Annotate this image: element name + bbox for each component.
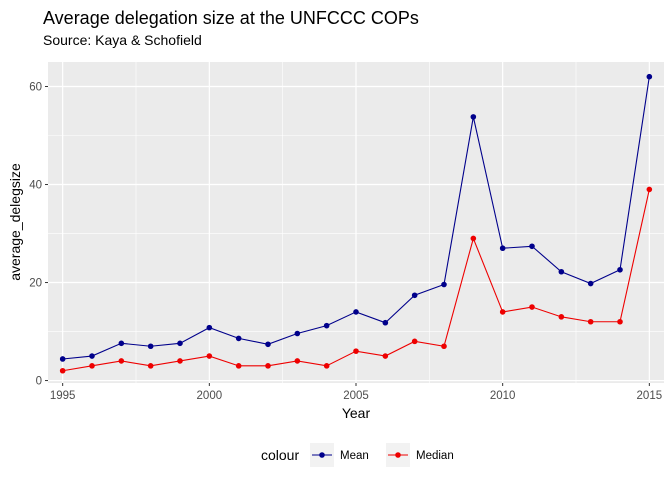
- data-point-median: [529, 304, 535, 310]
- data-point-median: [646, 186, 653, 193]
- data-point-mean: [441, 281, 447, 288]
- series-layer: [59, 73, 653, 374]
- data-point-mean: [411, 292, 418, 299]
- data-point-median: [147, 363, 154, 369]
- data-point-mean: [558, 268, 565, 275]
- x-tick-label: 2010: [490, 390, 516, 402]
- x-tick-label: 2005: [343, 390, 369, 402]
- data-point-median: [265, 363, 271, 369]
- x-tick-label: 2000: [197, 390, 223, 402]
- y-tick-label: 40: [29, 180, 42, 192]
- x-tick-label: 2015: [637, 390, 663, 402]
- data-point-median: [206, 353, 213, 359]
- data-point-median: [470, 235, 477, 242]
- y-axis-title: average_delegsize: [7, 163, 23, 281]
- data-point-median: [59, 367, 66, 374]
- data-point-median: [411, 338, 418, 345]
- data-point-mean: [265, 341, 271, 348]
- x-axis-title: Year: [342, 405, 371, 421]
- x-tick-label: 1995: [50, 390, 76, 402]
- legend-key-point-mean: [319, 452, 325, 458]
- x-axis-ticks: 1995 2000 2005 2010 2015: [50, 383, 662, 402]
- legend-label-median: Median: [416, 450, 454, 462]
- chart-subtitle: Source: Kaya & Schofield: [43, 32, 202, 48]
- data-point-median: [353, 348, 359, 354]
- data-point-mean: [147, 343, 154, 350]
- legend: colour Mean Median: [261, 443, 454, 467]
- data-point-mean: [587, 280, 594, 287]
- data-point-median: [235, 363, 242, 369]
- data-point-median: [382, 353, 389, 359]
- data-point-median: [177, 358, 183, 364]
- data-point-mean: [617, 266, 623, 273]
- data-point-mean: [529, 243, 535, 250]
- legend-key-point-median: [395, 452, 401, 458]
- data-point-mean: [470, 114, 477, 120]
- data-point-mean: [323, 322, 330, 329]
- data-point-mean: [499, 245, 506, 252]
- y-axis-ticks: 0 20 40 60: [29, 82, 48, 388]
- y-tick-label: 20: [29, 278, 42, 290]
- legend-title: colour: [261, 447, 299, 463]
- data-point-median: [558, 314, 565, 320]
- data-point-mean: [177, 340, 183, 347]
- chart-title: Average delegation size at the UNFCCC CO…: [43, 8, 419, 28]
- data-point-mean: [382, 319, 389, 326]
- data-point-median: [323, 363, 330, 369]
- grid-major: [48, 62, 664, 383]
- data-point-median: [441, 343, 447, 350]
- data-point-mean: [294, 330, 301, 337]
- data-point-mean: [118, 340, 125, 347]
- legend-label-mean: Mean: [340, 450, 369, 462]
- data-point-mean: [89, 353, 95, 359]
- data-point-mean: [353, 309, 359, 315]
- data-point-median: [587, 318, 594, 325]
- data-point-median: [294, 358, 301, 364]
- data-point-median: [499, 309, 506, 315]
- y-tick-label: 0: [36, 376, 42, 388]
- legend-items: Mean Median: [310, 443, 454, 467]
- data-point-mean: [646, 73, 653, 80]
- data-point-median: [118, 358, 125, 364]
- data-point-mean: [235, 335, 242, 342]
- data-point-median: [617, 318, 623, 325]
- data-point-mean: [206, 324, 213, 331]
- data-point-mean: [59, 356, 66, 362]
- y-tick-label: 60: [29, 82, 42, 94]
- data-point-median: [89, 363, 95, 369]
